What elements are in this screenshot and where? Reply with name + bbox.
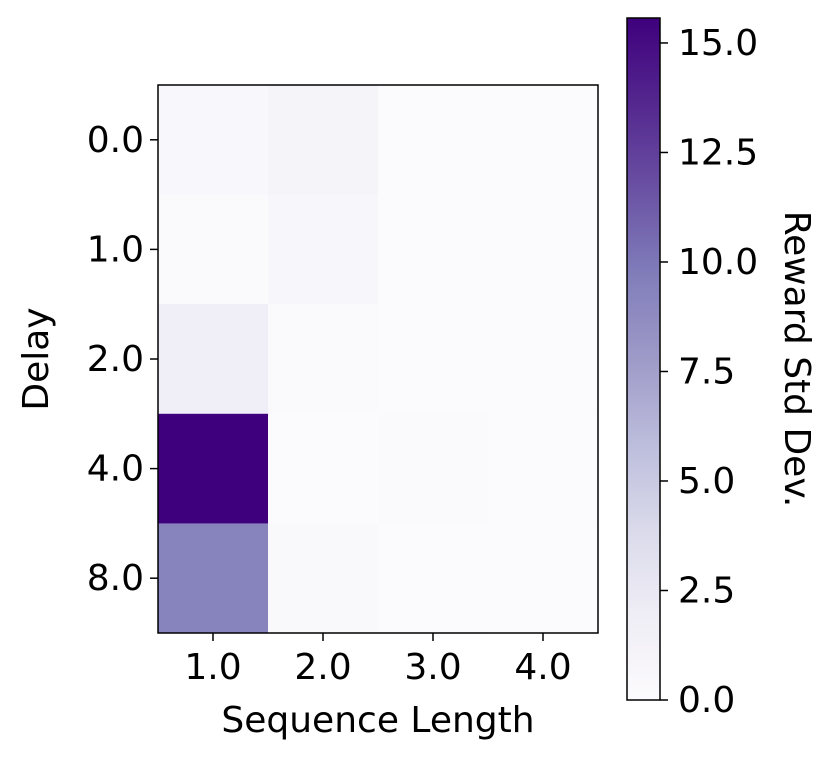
colorbar-label: Reward Std Dev. [776, 211, 817, 508]
heatmap-cell [378, 304, 489, 415]
colorbar-tick-label: 10.0 [678, 242, 758, 283]
heatmap-cell [378, 85, 489, 196]
colorbar-tick-label: 12.5 [678, 132, 758, 173]
y-tick-label: 0.0 [87, 120, 144, 161]
heatmap-cell [158, 194, 269, 305]
colorbar-tick-label: 0.0 [678, 680, 735, 721]
y-axis-label: Delay [16, 307, 57, 410]
heatmap-cell [158, 523, 269, 634]
colorbar-tick-label: 2.5 [678, 570, 735, 611]
heatmap-cell [268, 523, 379, 634]
colorbar-tick-label: 7.5 [678, 351, 735, 392]
x-tick-label: 3.0 [404, 647, 461, 688]
heatmap-cell [268, 85, 379, 196]
heatmap-cell [488, 85, 599, 196]
x-tick-label: 2.0 [294, 647, 351, 688]
colorbar [626, 17, 661, 701]
heatmap-cell [488, 523, 599, 634]
y-tick-label: 4.0 [87, 449, 144, 490]
heatmap-cell [488, 413, 599, 524]
heatmap-cell [378, 413, 489, 524]
colorbar-tick-label: 5.0 [678, 461, 735, 502]
heatmap-cell [488, 194, 599, 305]
heatmap-cell [268, 194, 379, 305]
heatmap-cell [158, 413, 269, 524]
heatmap-cell [158, 85, 269, 196]
heatmap-cell [488, 304, 599, 415]
colorbar-tick-label: 15.0 [678, 23, 758, 64]
heatmap-cell [268, 304, 379, 415]
heatmap-cell [378, 523, 489, 634]
heatmap-cell [268, 413, 379, 524]
x-tick-label: 4.0 [514, 647, 571, 688]
x-tick-label: 1.0 [184, 647, 241, 688]
x-axis-label: Sequence Length [221, 700, 534, 741]
y-tick-label: 8.0 [87, 558, 144, 599]
heatmap-cell [378, 194, 489, 305]
heatmap-cell [158, 304, 269, 415]
y-tick-label: 1.0 [87, 229, 144, 270]
y-tick-label: 2.0 [87, 339, 144, 380]
